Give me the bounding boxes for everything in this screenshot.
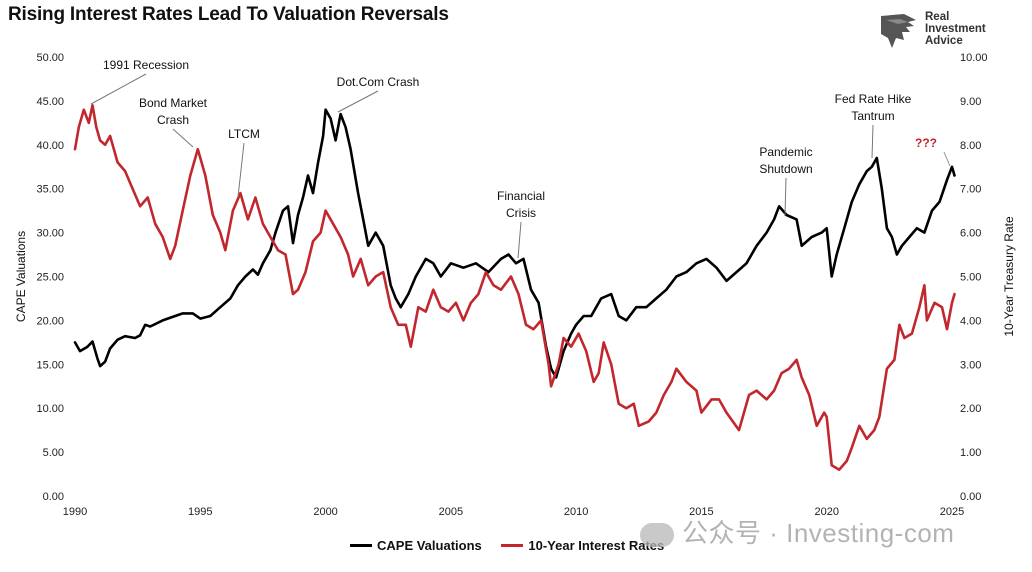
- x-tick-label: 2025: [940, 506, 964, 518]
- annotation-leader-line: [784, 177, 787, 217]
- legend-swatch-rates: [501, 544, 524, 547]
- logo-line-1: Real: [925, 11, 950, 23]
- series-line-rates: [73, 104, 956, 471]
- watermark-text: 公众号 · Investing-com: [682, 518, 955, 548]
- legend-item-cape: CAPE Valuations: [350, 538, 482, 553]
- legend: CAPE Valuations 10-Year Interest Rates: [350, 535, 680, 553]
- annotation-label: Crash: [157, 113, 189, 127]
- x-tick-label: 2015: [689, 506, 713, 518]
- x-tick-label: 2005: [439, 506, 463, 518]
- annotation-leader-line: [237, 142, 245, 198]
- y-right-tick-label: 9.00: [960, 96, 981, 108]
- watermark: 公众号 · Investing-com: [640, 513, 954, 550]
- annotations: 1991 Recession Bond Market Crash LTCM Dot.Co…: [90, 58, 951, 259]
- y-right-tick-label: 10.00: [960, 52, 988, 64]
- logo: Real Investment Advice: [878, 10, 1018, 56]
- y-right-tick-label: 7.00: [960, 184, 981, 196]
- legend-label-rates: 10-Year Interest Rates: [528, 538, 665, 553]
- y-left-tick-label: 50.00: [36, 52, 64, 64]
- annotation-label: Pandemic: [759, 145, 812, 159]
- annotation-label: Fed Rate Hike: [835, 92, 912, 106]
- annotation-label: Shutdown: [759, 162, 812, 176]
- legend-swatch-cape: [350, 544, 372, 547]
- y-left-tick-label: 40.00: [36, 140, 64, 152]
- annotation-label: LTCM: [228, 127, 260, 141]
- x-tick-label: 1995: [188, 506, 212, 518]
- y-right-tick-label: 2.00: [960, 403, 981, 415]
- legend-label-cape: CAPE Valuations: [377, 538, 482, 553]
- y-right-tick-label: 1.00: [960, 447, 981, 459]
- y-left-tick-label: 30.00: [36, 228, 64, 240]
- y-left-tick-label: 15.00: [36, 359, 64, 371]
- annotation-label: ???: [915, 136, 937, 150]
- y-right-tick-label: 5.00: [960, 272, 981, 284]
- y-left-tick-label: 25.00: [36, 272, 64, 284]
- y-left-tick-label: 0.00: [43, 491, 64, 503]
- axes: 1990 1995 2000 2005 2010 2015 2020 2025 0.00 5.00…: [14, 52, 1016, 518]
- annotation-leader-line: [943, 151, 951, 167]
- y-right-tick-label: 3.00: [960, 359, 981, 371]
- annotation-leader-line: [90, 73, 147, 105]
- y-left-tick-label: 20.00: [36, 315, 64, 327]
- y-left-tick-label: 45.00: [36, 96, 64, 108]
- x-tick-label: 2010: [564, 506, 588, 518]
- y-right-tick-label: 8.00: [960, 140, 981, 152]
- y-left-axis-label: CAPE Valuations: [14, 231, 28, 322]
- x-tick-label: 2020: [814, 506, 838, 518]
- y-right-tick-label: 6.00: [960, 228, 981, 240]
- annotation-label: Tantrum: [851, 109, 894, 123]
- logo-line-3: Advice: [925, 35, 963, 47]
- legend-item-rates: 10-Year Interest Rates: [501, 538, 664, 553]
- annotation-leader-line: [517, 221, 522, 259]
- eagle-icon: [881, 14, 916, 48]
- y-right-tick-label: 4.00: [960, 315, 981, 327]
- annotation-label: 1991 Recession: [103, 58, 189, 72]
- annotation-leader-line: [172, 128, 194, 148]
- y-right-tick-label: 0.00: [960, 491, 981, 503]
- y-right-axis-label: 10-Year Treasury Rate: [1002, 216, 1016, 337]
- annotation-label: Dot.Com Crash: [337, 75, 420, 89]
- wechat-icon: [640, 523, 674, 548]
- y-left-tick-label: 5.00: [43, 447, 64, 459]
- annotation-label: Crisis: [506, 206, 536, 220]
- y-left-tick-label: 35.00: [36, 184, 64, 196]
- logo-line-2: Investment: [925, 23, 986, 35]
- y-left-tick-label: 10.00: [36, 403, 64, 415]
- x-tick-label: 2000: [313, 506, 337, 518]
- annotation-label: Bond Market: [139, 96, 208, 110]
- annotation-leader-line: [337, 90, 379, 113]
- annotation-leader-line: [871, 124, 874, 159]
- x-tick-label: 1990: [63, 506, 87, 518]
- chart-title: Rising Interest Rates Lead To Valuation …: [8, 4, 449, 25]
- series-line-cape: [73, 108, 956, 379]
- series-group: [73, 104, 956, 471]
- annotation-label: Financial: [497, 189, 545, 203]
